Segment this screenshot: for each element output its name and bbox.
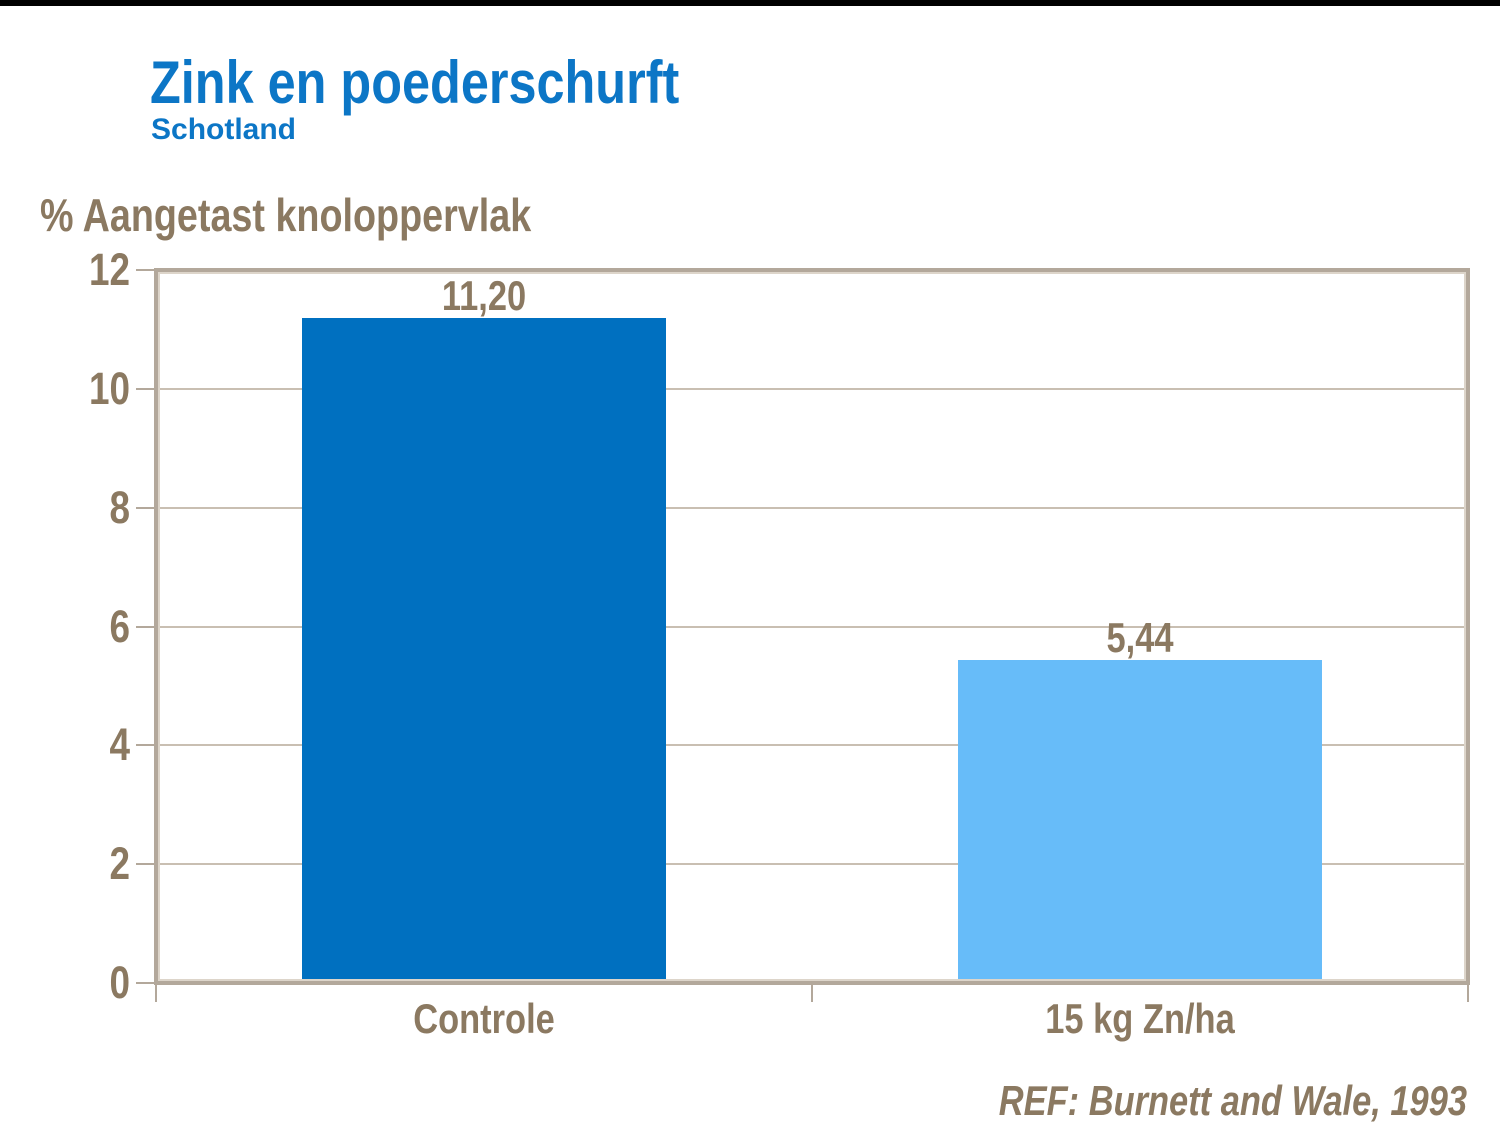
y-axis-tick bbox=[136, 982, 156, 984]
bar bbox=[958, 659, 1322, 983]
bar bbox=[302, 317, 666, 983]
reference-citation: REF: Burnett and Wale, 1993 bbox=[998, 1077, 1467, 1124]
y-tick-label: 12 bbox=[88, 244, 130, 295]
y-axis-tick bbox=[136, 269, 156, 271]
x-category-label: 15 kg Zn/ha bbox=[1045, 995, 1235, 1042]
x-axis-tick bbox=[811, 983, 813, 1002]
x-axis-tick bbox=[155, 983, 157, 1002]
x-category-label: Controle bbox=[413, 995, 555, 1042]
bar-value-label: 5,44 bbox=[1106, 613, 1174, 661]
y-axis-tick bbox=[136, 863, 156, 866]
y-axis-tick bbox=[136, 387, 156, 390]
y-axis-title: % Aangetast knoloppervlak bbox=[40, 189, 532, 241]
y-tick-label: 8 bbox=[109, 481, 130, 533]
gridline bbox=[156, 506, 1468, 509]
bar-value-label: 11,20 bbox=[441, 271, 527, 319]
slide-title: Zink en poederschurft bbox=[150, 49, 680, 116]
y-tick-label: 6 bbox=[109, 600, 130, 652]
slide-subtitle: Schotland bbox=[151, 113, 297, 146]
y-tick-label: 0 bbox=[109, 957, 130, 1008]
y-axis-tick bbox=[136, 506, 156, 509]
y-axis-tick bbox=[136, 744, 156, 747]
gridline bbox=[156, 863, 1468, 866]
y-tick-label: 10 bbox=[88, 362, 130, 414]
top-border-strip bbox=[0, 0, 1500, 6]
gridline bbox=[156, 625, 1468, 628]
y-tick-label: 4 bbox=[109, 719, 130, 771]
chart-plot-area: 11,20 Controle 5,44 15 kg Zn/ha bbox=[136, 268, 1470, 1042]
y-axis-tick bbox=[136, 625, 156, 628]
y-tick-label: 2 bbox=[109, 838, 130, 890]
gridline bbox=[156, 744, 1468, 747]
x-axis-tick bbox=[1467, 983, 1469, 1002]
gridline bbox=[156, 387, 1468, 390]
